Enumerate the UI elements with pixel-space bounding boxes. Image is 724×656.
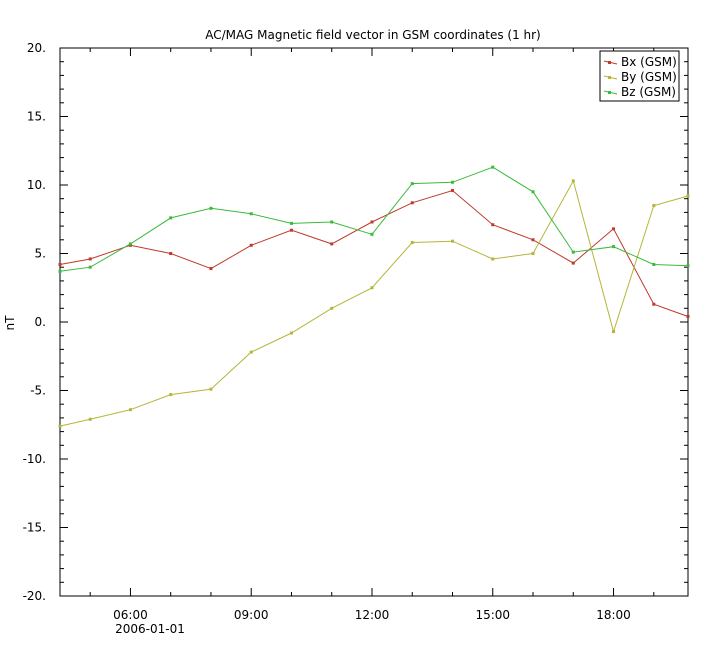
- plot-frame: [59, 47, 689, 597]
- data-point-by: [370, 286, 374, 290]
- data-point-by: [330, 306, 334, 310]
- series-layer: [58, 165, 690, 428]
- x-tick-label: 09:00: [234, 608, 269, 622]
- data-point-by: [58, 424, 62, 428]
- data-point-by: [410, 241, 414, 245]
- series-line-bx: [59, 189, 689, 317]
- data-point-bx: [330, 242, 334, 246]
- x-axis: 06:00 09:00 12:00 15:00 18:00: [89, 48, 655, 622]
- data-point-bz: [169, 216, 173, 220]
- data-point-bz: [370, 232, 374, 236]
- legend-marker-bx: [608, 61, 611, 64]
- legend-label-by: By (GSM): [621, 70, 677, 84]
- x-tick-label: 15:00: [475, 608, 510, 622]
- data-point-by: [209, 387, 213, 391]
- data-point-by: [491, 257, 495, 261]
- legend-label-bz: Bz (GSM): [621, 85, 676, 99]
- data-point-bx: [652, 302, 656, 306]
- data-point-bx: [169, 252, 173, 255]
- data-point-bz: [491, 165, 495, 169]
- chart-title: AC/MAG Magnetic field vector in GSM coor…: [205, 28, 541, 42]
- plot-border: [59, 47, 689, 597]
- data-point-by: [289, 331, 293, 335]
- data-point-bx: [491, 223, 495, 227]
- y-tick-label: -20.: [23, 589, 46, 603]
- data-point-by: [128, 408, 132, 412]
- legend-label-bx: Bx (GSM): [621, 55, 677, 69]
- data-point-bz: [58, 269, 62, 273]
- y-axis-label: nT: [3, 315, 17, 331]
- y-tick-label: 20.: [27, 41, 46, 55]
- x-tick-label: 18:00: [596, 608, 631, 622]
- y-tick-label: 10.: [27, 178, 46, 192]
- legend-marker-by: [608, 76, 611, 79]
- data-point-bz: [612, 245, 616, 249]
- data-point-bx: [58, 262, 62, 266]
- data-point-bz: [88, 265, 92, 269]
- data-point-bx: [531, 238, 535, 242]
- data-point-bx: [410, 201, 414, 205]
- series-line-by: [59, 179, 689, 427]
- y-tick-label: 5.: [35, 247, 46, 261]
- data-point-bx: [209, 267, 213, 271]
- series-by: [58, 179, 690, 428]
- data-point-by: [531, 252, 535, 255]
- data-point-bx: [370, 220, 374, 224]
- data-point-by: [451, 239, 454, 243]
- data-point-bz: [531, 190, 535, 194]
- data-point-bx: [88, 257, 92, 261]
- data-point-bx: [249, 243, 253, 247]
- y-tick-label: -5.: [30, 384, 46, 398]
- data-point-bx: [571, 261, 575, 265]
- y-tick-label: 15.: [27, 110, 46, 124]
- data-point-by: [652, 204, 656, 208]
- data-point-by: [571, 179, 575, 183]
- data-point-by: [88, 417, 92, 421]
- data-point-bz: [289, 221, 293, 225]
- series-line-bz: [59, 166, 689, 272]
- x-date-label: 2006-01-01: [115, 622, 185, 636]
- x-tick-label: 06:00: [113, 608, 148, 622]
- data-point-bz: [330, 220, 334, 224]
- x-tick-label: 12:00: [355, 608, 390, 622]
- data-point-bz: [686, 264, 690, 268]
- y-tick-label: 0.: [35, 315, 46, 329]
- data-point-bx: [612, 227, 616, 231]
- series-bx: [58, 188, 690, 319]
- data-point-bz: [249, 212, 253, 216]
- data-point-by: [686, 194, 690, 198]
- data-point-bx: [686, 315, 690, 319]
- data-point-bz: [571, 250, 575, 254]
- series-bz: [58, 165, 690, 273]
- data-point-bz: [128, 242, 132, 246]
- y-tick-label: -15.: [23, 521, 46, 535]
- data-point-bx: [451, 188, 454, 192]
- y-axis: 20. 15. 10. 5. 0. -5. -10. -15. -20.: [23, 41, 688, 603]
- data-point-bx: [289, 228, 293, 232]
- y-tick-label: -10.: [23, 452, 46, 466]
- data-point-by: [249, 350, 253, 354]
- data-point-by: [612, 330, 616, 334]
- data-point-bz: [209, 206, 213, 210]
- data-point-bz: [410, 182, 414, 186]
- data-point-bz: [451, 180, 454, 184]
- legend-marker-bz: [608, 91, 611, 94]
- legend: Bx (GSM)By (GSM)Bz (GSM): [599, 50, 680, 102]
- data-point-by: [169, 393, 173, 397]
- data-point-bz: [652, 262, 656, 266]
